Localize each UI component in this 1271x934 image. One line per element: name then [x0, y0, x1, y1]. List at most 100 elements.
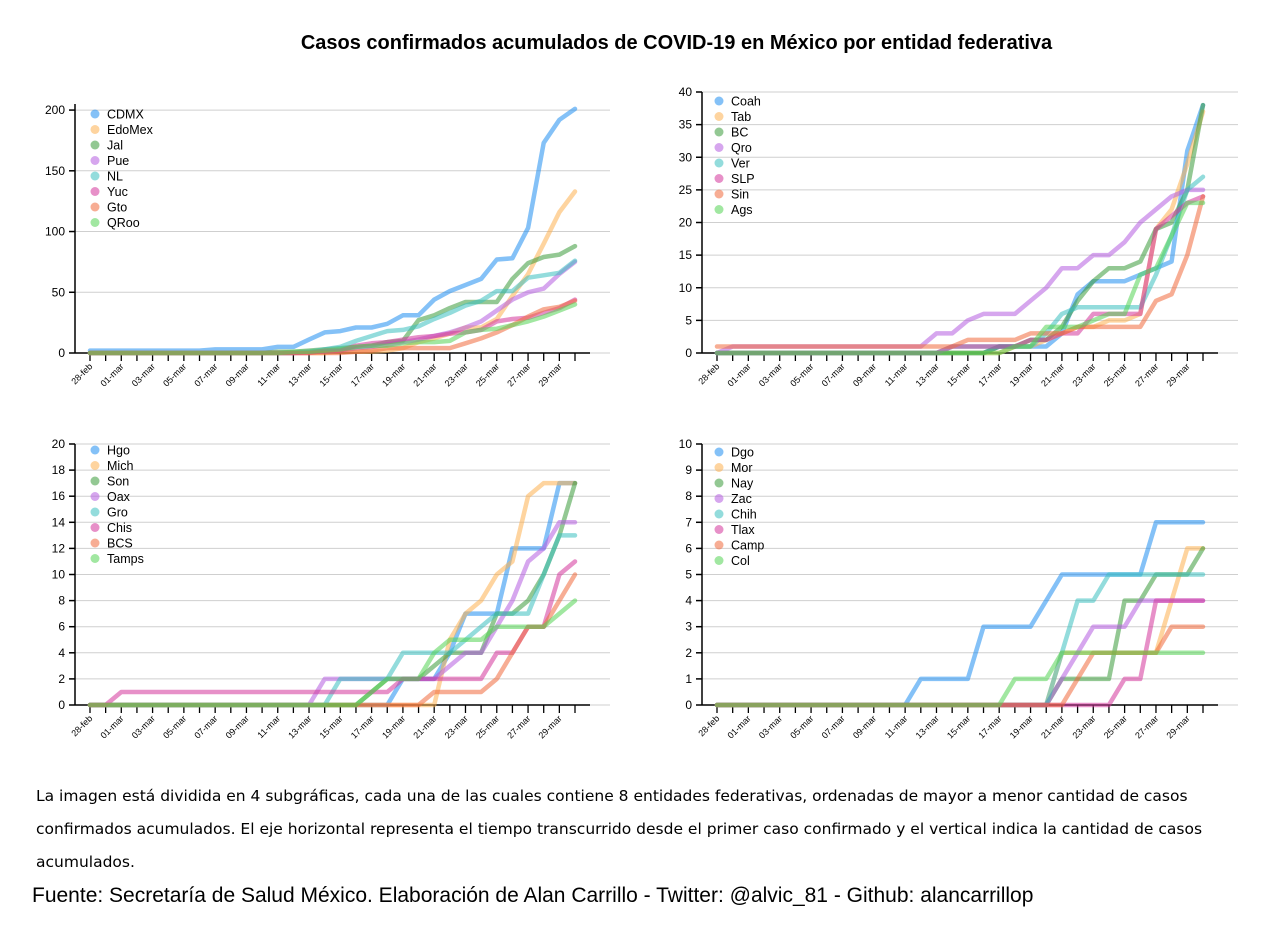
series-line-tamps: [87, 598, 578, 708]
legend-label: Mich: [107, 459, 133, 473]
y-tick-label: 30: [679, 150, 693, 164]
y-tick-label: 9: [685, 463, 692, 477]
y-tick-label: 50: [52, 285, 66, 299]
legend-label: Camp: [731, 539, 764, 553]
x-tick-label: 29-mar: [537, 713, 564, 740]
legend-marker: [714, 127, 724, 137]
x-tick-label: 09-mar: [851, 713, 878, 740]
legend-marker: [90, 538, 100, 548]
y-tick-label: 200: [45, 103, 65, 117]
legend-marker: [90, 202, 100, 212]
x-tick-label: 13-mar: [286, 713, 313, 740]
legend-marker: [90, 492, 100, 501]
y-tick-label: 7: [685, 515, 692, 529]
x-tick-label: 27-mar: [1133, 713, 1160, 740]
series-line-pue: [87, 259, 578, 356]
x-tick-label: 28-feb: [696, 713, 721, 738]
legend-label: Pue: [107, 154, 129, 168]
x-tick-label: 19-mar: [380, 361, 407, 388]
y-tick-label: 10: [679, 437, 693, 451]
subplot-3: 0 2 4 6 8 10 12 14 16 18 20 28-feb 01-mar 03-mar 05-ma…: [52, 437, 610, 741]
series-line-col: [714, 650, 1206, 708]
y-tick-label: 2: [58, 672, 65, 686]
subplot-4: 0 1 2 3 4 5 6 7 8 9 10 28-feb 01-mar 03-mar 05-mar 07-m…: [679, 437, 1238, 741]
x-tick-label: 13-mar: [914, 361, 941, 388]
legend-marker: [714, 143, 724, 152]
y-tick-label: 40: [679, 85, 693, 99]
subplot-2: 0 5 10 15 20 25 30 35 40 28-feb 01-mar 03-mar 05-mar…: [679, 85, 1238, 389]
x-tick-label: 29-mar: [537, 361, 564, 388]
legend-label: Gro: [107, 506, 128, 520]
legend-label: Oax: [107, 490, 131, 504]
series-line-cdmx: [87, 106, 578, 353]
legend-label: Hgo: [107, 444, 130, 458]
x-tick-label: 01-mar: [98, 713, 125, 740]
series-line-camp: [714, 624, 1206, 708]
legend-label: Ags: [731, 203, 753, 217]
x-tick-label: 29-mar: [1165, 713, 1192, 740]
y-tick-label: 25: [679, 183, 693, 197]
y-tick-label: 4: [685, 594, 692, 608]
legend-marker: [714, 174, 724, 183]
x-tick-label: 01-mar: [726, 713, 753, 740]
legend-label: Tlax: [731, 523, 755, 537]
y-tick-label: 0: [685, 346, 692, 360]
x-tick-label: 23-mar: [1070, 713, 1097, 740]
x-tick-label: 11-mar: [883, 713, 910, 740]
x-tick-label: 28-feb: [69, 361, 94, 386]
legend-label: NL: [107, 170, 123, 184]
y-tick-label: 6: [685, 541, 692, 555]
x-tick-label: 09-mar: [224, 713, 251, 740]
subplot-1: 0 50 100 150 200 28-feb 01-mar 03-mar 05-mar 07-m…: [45, 103, 610, 389]
x-tick-label: 05-mar: [788, 361, 815, 388]
x-tick-label: 03-mar: [757, 361, 784, 388]
y-tick-label: 0: [58, 698, 65, 712]
x-tick-label: 29-mar: [1165, 361, 1192, 388]
legend-label: Sin: [731, 188, 749, 202]
x-tick-label: 01-mar: [726, 361, 753, 388]
legend-marker: [90, 554, 100, 563]
legend-label: Tamps: [107, 552, 144, 566]
y-tick-label: 4: [58, 646, 65, 660]
legend-label: Nay: [731, 477, 754, 491]
y-tick-label: 35: [679, 118, 693, 132]
legend-marker: [90, 218, 100, 227]
x-tick-label: 21-mar: [411, 713, 438, 740]
legend-marker: [714, 556, 724, 565]
x-tick-label: 11-mar: [255, 361, 282, 388]
legend-marker: [90, 156, 100, 165]
series-line-chis: [87, 559, 578, 708]
x-tick-label: 23-mar: [443, 361, 470, 388]
legend-label: SLP: [731, 172, 755, 186]
figure-caption: La imagen está dividida en 4 subgráficas…: [36, 787, 1203, 871]
x-tick-label: 05-mar: [161, 713, 188, 740]
legend-label: BCS: [107, 537, 133, 551]
legend-marker: [90, 461, 100, 470]
x-tick-label: 13-mar: [286, 361, 313, 388]
chart-title: Casos confirmados acumulados de COVID-19…: [300, 32, 1053, 54]
x-tick-label: 11-mar: [255, 713, 282, 740]
x-tick-label: 15-mar: [318, 713, 345, 740]
y-tick-label: 10: [679, 281, 693, 295]
y-tick-label: 20: [679, 216, 693, 230]
series-line-ags: [714, 200, 1206, 356]
x-tick-label: 17-mar: [976, 361, 1003, 388]
x-tick-label: 17-mar: [349, 361, 376, 388]
legend-label: BC: [731, 126, 748, 140]
legend-marker: [714, 463, 724, 472]
legend-label: Coah: [731, 95, 761, 109]
x-tick-label: 07-mar: [820, 361, 847, 388]
y-tick-label: 3: [685, 620, 692, 634]
legend-marker: [90, 507, 100, 517]
series-line-sin: [714, 194, 1206, 349]
x-tick-label: 23-mar: [443, 713, 470, 740]
legend-marker: [90, 476, 100, 486]
y-tick-label: 18: [52, 463, 66, 477]
x-tick-label: 07-mar: [192, 361, 219, 388]
x-tick-label: 28-feb: [69, 713, 94, 738]
x-tick-label: 03-mar: [757, 713, 784, 740]
x-tick-label: 03-mar: [130, 361, 157, 388]
legend-label: Gto: [107, 201, 127, 215]
